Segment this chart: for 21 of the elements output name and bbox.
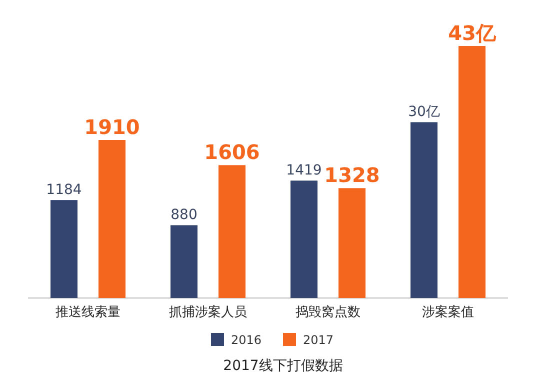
data-label: 880 [170,207,198,224]
data-label: 1328 [324,163,380,188]
bar [338,188,366,298]
bar [290,180,318,298]
x-tick-label: 涉案案值 [422,304,474,320]
bar [218,165,246,298]
x-tick-label: 抓捕涉案人员 [169,304,247,320]
legend-label: 2016 [231,333,262,347]
legend-label: 2017 [303,333,334,347]
x-tick-label: 推送线索量 [56,305,120,320]
data-label: 1606 [204,140,260,164]
bar [98,140,126,298]
data-label: 30亿 [408,104,440,120]
data-label: 1184 [46,182,82,198]
data-label: 43亿 [448,21,497,45]
bar [50,200,78,298]
x-tick-label: 捣毁窝点数 [296,304,360,320]
bar [170,225,198,298]
data-label: 1419 [286,162,322,179]
data-label: 1910 [84,115,140,139]
text: 2017线下打假数据 [223,358,343,374]
